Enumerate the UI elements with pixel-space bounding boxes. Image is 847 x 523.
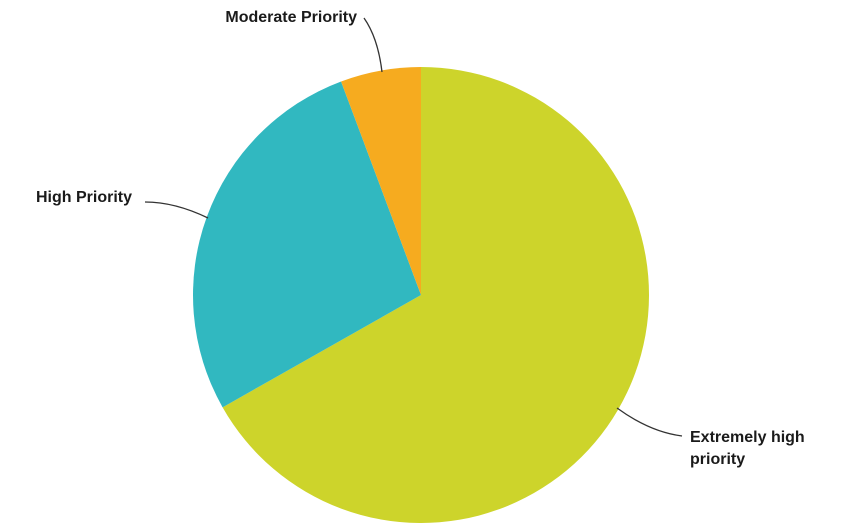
labels-layer: Extremely high priority High Priority Moder… xyxy=(36,9,805,468)
leader-line xyxy=(616,407,683,437)
leader-line xyxy=(363,17,383,73)
slice-label-line: High Priority xyxy=(36,189,132,206)
slice-label: Extremely high priority xyxy=(690,429,805,468)
slices-layer xyxy=(193,67,649,523)
slice-label-line: Moderate Priority xyxy=(225,9,357,26)
leaders-layer xyxy=(144,17,683,437)
leader-line xyxy=(144,201,209,219)
slice-label: High Priority xyxy=(36,189,132,206)
slice-label-line: Extremely high xyxy=(690,429,805,446)
pie-slice-moderate-priority xyxy=(341,67,421,295)
slice-label-line: priority xyxy=(690,451,745,468)
pie-slice-high-priority xyxy=(193,81,421,408)
pie-slice-extremely-high-priority xyxy=(222,67,649,523)
slice-label: Moderate Priority xyxy=(225,9,357,26)
